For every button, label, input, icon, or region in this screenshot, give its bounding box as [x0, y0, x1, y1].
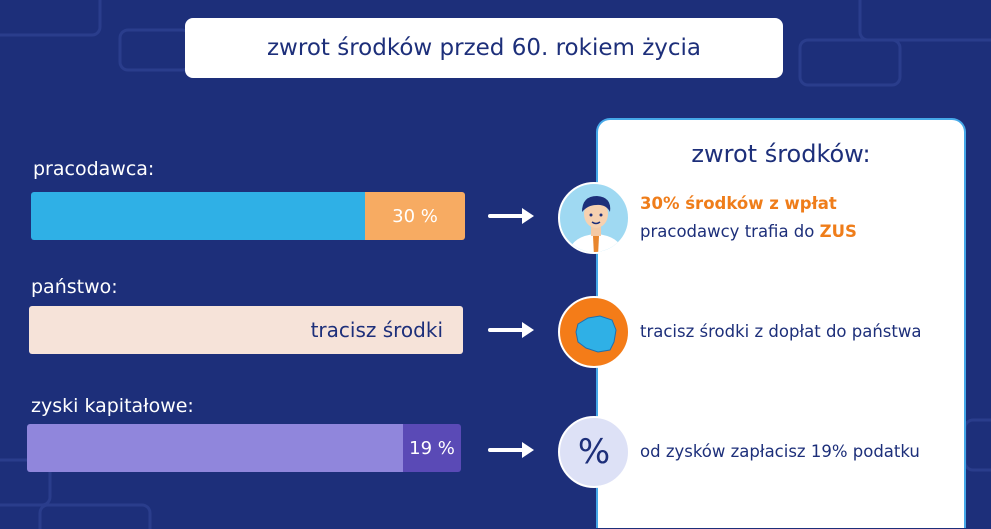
arrow-right-icon [488, 208, 534, 224]
state-description: tracisz środki z dopłat do państwa [640, 322, 922, 341]
gains-bar: 19 % [27, 424, 461, 472]
employer-description: 30% środków z wpłat pracodawcy trafia do… [640, 190, 857, 246]
employer-bar: 30 % [31, 192, 465, 240]
employer-bar-fill [31, 192, 365, 240]
poland-map-icon [558, 296, 630, 368]
arrow-right-icon [488, 322, 534, 338]
state-label: państwo: [31, 276, 118, 298]
zus-label: ZUS [819, 222, 857, 241]
gains-label: zyski kapitałowe: [31, 395, 194, 417]
gains-description: od zysków zapłacisz 19% podatku [640, 442, 920, 461]
page-title: zwrot środków przed 60. rokiem życia [185, 18, 783, 78]
refund-panel: zwrot środków: [596, 118, 966, 528]
gains-share: 19 % [403, 424, 461, 472]
panel-title: zwrot środków: [691, 140, 871, 168]
state-bar: tracisz środki [29, 306, 463, 354]
employer-share: 30 % [365, 192, 465, 240]
percent-icon: % [558, 416, 630, 488]
employer-label: pracodawca: [33, 158, 155, 180]
arrow-right-icon [488, 442, 534, 458]
person-avatar-icon [558, 182, 630, 254]
employer-text: pracodawcy trafia do [640, 222, 815, 241]
employer-highlight: 30% środków z wpłat [640, 194, 837, 213]
gains-bar-fill [27, 424, 403, 472]
